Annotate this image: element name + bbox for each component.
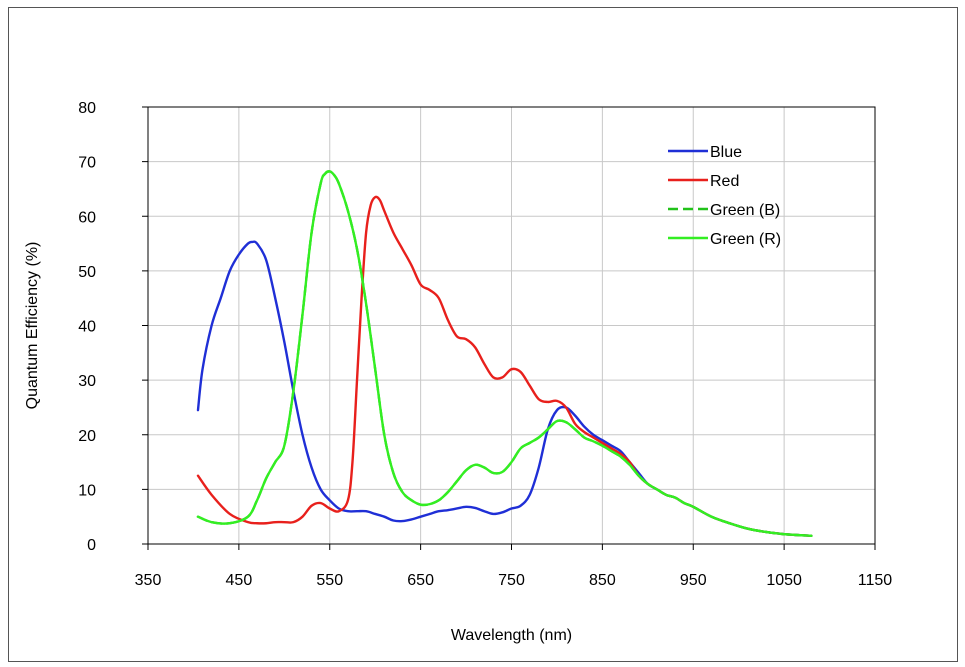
- x-tick-label: 1150: [858, 572, 893, 589]
- x-tick-label: 1050: [766, 572, 802, 589]
- x-tick-label: 850: [589, 572, 616, 589]
- y-tick-label: 60: [78, 209, 96, 226]
- series-layer: [196, 170, 813, 538]
- grid-lines: [148, 107, 875, 544]
- y-tick-label: 0: [87, 537, 96, 554]
- series-line-green-b: [196, 170, 813, 538]
- x-axis-title: Wavelength (nm): [451, 627, 572, 644]
- x-tick-label: 350: [135, 572, 162, 589]
- y-tick-label: 20: [78, 428, 96, 445]
- y-tick-label: 70: [78, 155, 96, 172]
- y-tick-label: 10: [78, 482, 96, 499]
- series-line-green-r: [196, 170, 813, 538]
- x-tick-label: 950: [680, 572, 707, 589]
- x-tick-label: 450: [226, 572, 253, 589]
- legend-label-blue: Blue: [710, 144, 742, 161]
- legend-label-red: Red: [710, 173, 739, 190]
- x-tick-label: 550: [316, 572, 343, 589]
- series-line-blue: [196, 240, 813, 538]
- y-tick-label: 80: [78, 100, 96, 117]
- x-tick-label: 650: [407, 572, 434, 589]
- y-tick-label: 40: [78, 319, 96, 336]
- x-tick-label: 750: [498, 572, 525, 589]
- legend: Blue Red Green (B) Green (R): [668, 144, 781, 248]
- y-tick-label: 50: [78, 264, 96, 281]
- legend-label-green-b: Green (B): [710, 202, 780, 219]
- chart-frame: [8, 7, 958, 662]
- x-axis: 350 450 550 650 750 850 950 1050 1150: [135, 544, 893, 589]
- y-axis-title: Quantum Efficiency (%): [24, 242, 41, 410]
- y-axis: 0 10 20 30 40 50 60 70 80: [78, 100, 148, 554]
- y-tick-label: 30: [78, 373, 96, 390]
- legend-label-green-r: Green (R): [710, 231, 781, 248]
